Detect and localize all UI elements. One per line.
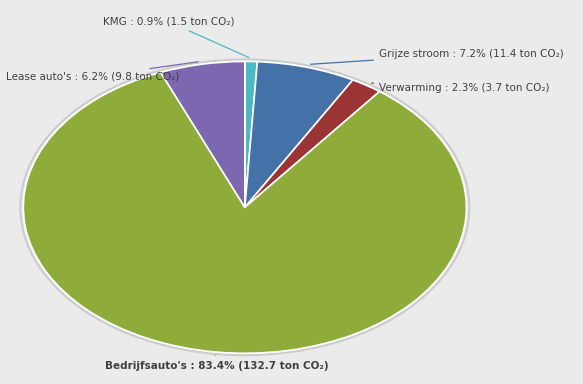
Text: Lease auto's : 6.2% (9.8 ton CO₂): Lease auto's : 6.2% (9.8 ton CO₂)	[6, 62, 198, 82]
Text: Verwarming : 2.3% (3.7 ton CO₂): Verwarming : 2.3% (3.7 ton CO₂)	[372, 83, 549, 93]
Wedge shape	[245, 61, 257, 207]
Text: KMG : 0.9% (1.5 ton CO₂): KMG : 0.9% (1.5 ton CO₂)	[103, 17, 249, 58]
Wedge shape	[23, 72, 466, 353]
Wedge shape	[245, 62, 353, 207]
Text: Grijze stroom : 7.2% (11.4 ton CO₂): Grijze stroom : 7.2% (11.4 ton CO₂)	[311, 49, 564, 64]
Wedge shape	[161, 61, 245, 207]
Text: Bedrijfsauto's : 83.4% (132.7 ton CO₂): Bedrijfsauto's : 83.4% (132.7 ton CO₂)	[105, 355, 329, 371]
Wedge shape	[245, 80, 380, 207]
